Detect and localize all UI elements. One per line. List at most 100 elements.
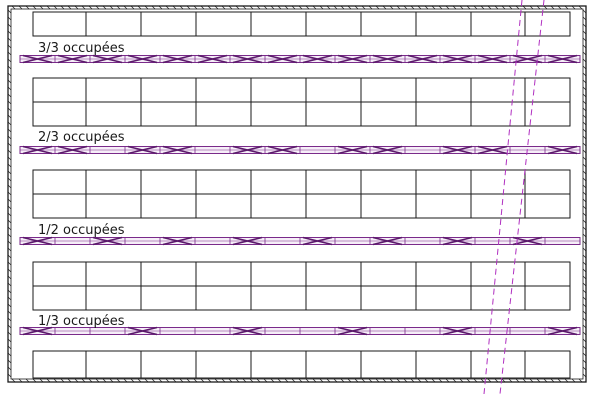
hatch-top (249, 5, 254, 10)
hatch-top (389, 5, 394, 10)
hatch-top (550, 5, 555, 10)
break-line (483, 0, 545, 394)
hatch-bottom (494, 378, 499, 383)
occupied-mark-stroke (22, 236, 53, 246)
hatch-bottom (116, 378, 121, 383)
hatch-left (7, 338, 12, 343)
hatch-left (7, 254, 12, 259)
hatch-top (361, 5, 366, 10)
hatch-bottom (473, 378, 478, 383)
hatch-top (298, 5, 303, 10)
occupied-mark (547, 54, 578, 64)
occupied-mark-stroke (477, 145, 508, 155)
hatch-right (582, 72, 587, 77)
hatch-bottom (46, 378, 51, 383)
hatch-left (7, 345, 12, 350)
hatch-right (582, 345, 587, 350)
hatch-bottom (284, 378, 289, 383)
hatch-bottom (459, 378, 464, 383)
hatch-top (410, 5, 415, 10)
hatch-bottom (242, 378, 247, 383)
hatch-bottom (11, 378, 16, 383)
hatch-top (473, 5, 478, 10)
hatch-top (214, 5, 219, 10)
occupied-mark (302, 54, 333, 64)
hatch-bottom (536, 378, 541, 383)
hatch-left (7, 198, 12, 203)
hatch-top (305, 5, 310, 10)
hatch-bottom (270, 378, 275, 383)
hatch-top (172, 5, 177, 10)
hatch-right (582, 107, 587, 112)
hatch-bottom (424, 378, 429, 383)
hatch-top (445, 5, 450, 10)
hatch-bottom (263, 378, 268, 383)
hatch-bottom (81, 378, 86, 383)
hatch-right (582, 30, 587, 35)
hatch-left (7, 44, 12, 49)
stall-grid-border (32, 11, 571, 37)
hatch-right (582, 198, 587, 203)
stall-grid-3 (32, 169, 571, 219)
hatch-right (582, 331, 587, 336)
hatch-bottom (340, 378, 345, 383)
hatch-left (7, 247, 12, 252)
hatch-bottom (501, 378, 506, 383)
hatch-bottom (179, 378, 184, 383)
hatch-bottom (32, 378, 37, 383)
hatch-top (543, 5, 548, 10)
hatch-left (7, 275, 12, 280)
occupied-mark-stroke (22, 54, 53, 64)
hatch-left (7, 170, 12, 175)
hatch-top (382, 5, 387, 10)
hatch-bottom (382, 378, 387, 383)
wall-hatching (7, 5, 587, 383)
hatch-bottom (557, 378, 562, 383)
hatch-right (582, 135, 587, 140)
hatch-top (193, 5, 198, 10)
hatch-bottom (228, 378, 233, 383)
hatch-right (582, 261, 587, 266)
occupied-mark-stroke (372, 236, 403, 246)
hatch-bottom (361, 378, 366, 383)
occupied-mark-stroke (57, 145, 88, 155)
hatch-top (228, 5, 233, 10)
occupied-mark-stroke (512, 236, 543, 246)
hatch-bottom (102, 378, 107, 383)
hatch-top (179, 5, 184, 10)
occupied-mark-stroke (442, 54, 473, 64)
hatch-right (582, 93, 587, 98)
hatch-top (529, 5, 534, 10)
occupied-mark-stroke (477, 54, 508, 64)
hatch-top (102, 5, 107, 10)
occupied-mark (477, 145, 508, 155)
hatch-bottom (543, 378, 548, 383)
occupied-mark-stroke (442, 145, 473, 155)
hatch-top (368, 5, 373, 10)
hatch-bottom (186, 378, 191, 383)
hatch-right (582, 16, 587, 21)
hatch-right (582, 324, 587, 329)
hatch-top (60, 5, 65, 10)
occupied-mark (372, 145, 403, 155)
hatch-right (582, 51, 587, 56)
hatch-bottom (305, 378, 310, 383)
hatch-top (11, 5, 16, 10)
hatch-right (582, 233, 587, 238)
hatch-bottom (333, 378, 338, 383)
hatch-right (582, 86, 587, 91)
hatch-left (7, 51, 12, 56)
hatch-bottom (207, 378, 212, 383)
hatch-bottom (291, 378, 296, 383)
hatch-top (438, 5, 443, 10)
hatch-bottom (130, 378, 135, 383)
hatch-top (424, 5, 429, 10)
hatch-right (582, 226, 587, 231)
occupied-mark (232, 145, 263, 155)
hatch-left (7, 282, 12, 287)
hatch-left (7, 331, 12, 336)
hatch-left (7, 310, 12, 315)
row-label-3: 1/2 occupées (38, 223, 125, 238)
